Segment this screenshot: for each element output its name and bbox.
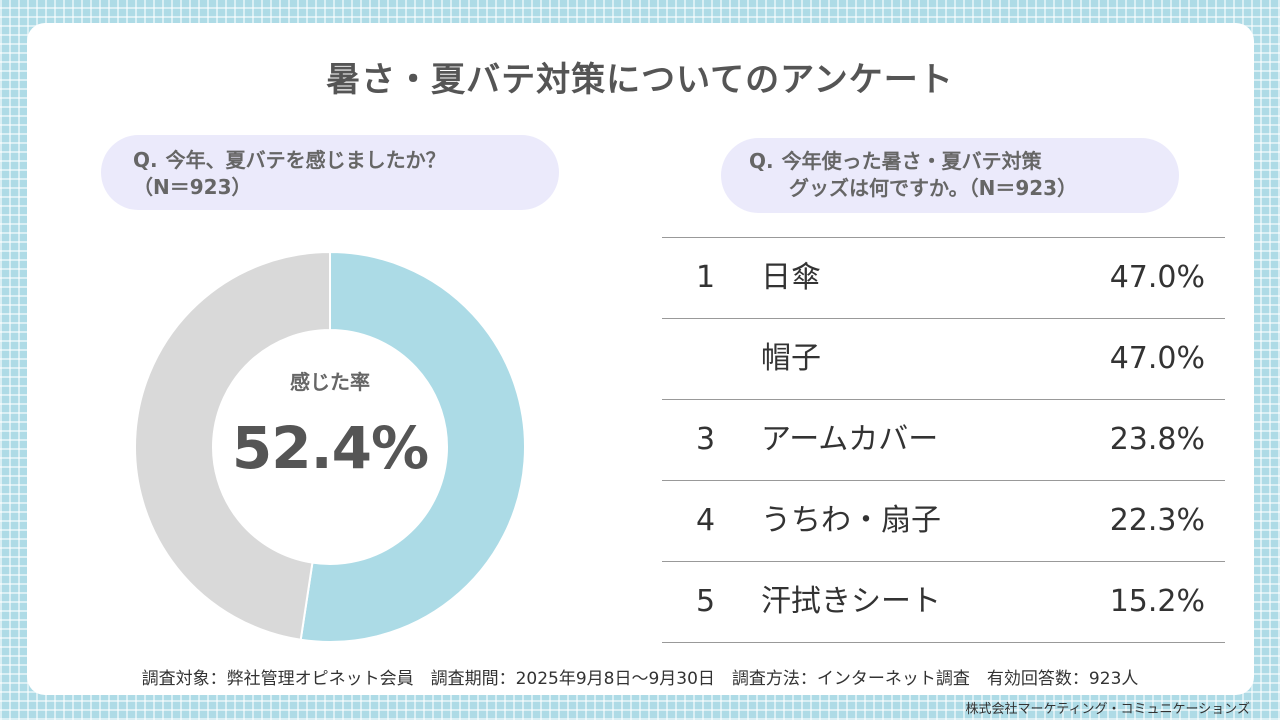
rank-percent: 23.8% xyxy=(1109,422,1205,457)
question-2-prefix: Q. xyxy=(749,149,774,173)
question-1-text: 今年、夏バテを感じましたか？ xyxy=(165,148,446,172)
table-row: 5 汗拭きシート 15.2% xyxy=(662,562,1225,643)
donut-chart xyxy=(135,252,525,642)
survey-footnote: 調査対象：弊社管理オピネット会員 調査期間：2025年9月8日～9月30日 調査… xyxy=(141,669,1139,689)
rank-item-name: 日傘 xyxy=(761,260,821,295)
rank-item-name: うちわ・扇子 xyxy=(761,503,941,538)
page-title: 暑さ・夏バテ対策についてのアンケート xyxy=(316,52,964,107)
question-1-n: （N＝923） xyxy=(133,175,252,199)
rank-item-name: アームカバー xyxy=(761,422,939,457)
table-row: 4 うちわ・扇子 22.3% xyxy=(662,481,1225,562)
donut-slice-1 xyxy=(299,252,525,642)
title-wrap: 暑さ・夏バテ対策についてのアンケート xyxy=(0,52,1280,107)
question-2-line1: Q. 今年使った暑さ・夏バテ対策 xyxy=(749,148,1179,175)
company-name: 株式会社マーケティング・コミュニケーションズ xyxy=(965,702,1250,717)
question-1-bubble: Q. 今年、夏バテを感じましたか？ （N＝923） xyxy=(101,135,559,210)
rank-number: 5 xyxy=(696,584,716,619)
question-2-text-line1: 今年使った暑さ・夏バテ対策 xyxy=(781,149,1042,173)
question-2-bubble: Q. 今年使った暑さ・夏バテ対策 グッズは何ですか。（N＝923） xyxy=(721,138,1179,213)
rank-percent: 47.0% xyxy=(1109,260,1205,295)
rank-number: 4 xyxy=(696,503,716,538)
rank-number: 3 xyxy=(696,422,716,457)
donut-center-value: 52.4% xyxy=(231,414,429,482)
table-row: 帽子 47.0% xyxy=(662,319,1225,400)
donut-slice-2 xyxy=(135,252,331,641)
question-1-line: Q. 今年、夏バテを感じましたか？ xyxy=(133,147,559,174)
rank-item-name: 汗拭きシート xyxy=(761,584,941,619)
question-2-text-line2: グッズは何ですか。（N＝923） xyxy=(789,176,1078,200)
rank-percent: 47.0% xyxy=(1109,341,1205,376)
rank-percent: 22.3% xyxy=(1109,503,1205,538)
donut-caption: 感じた率 xyxy=(290,370,370,394)
rank-item-name: 帽子 xyxy=(761,341,821,376)
table-row: 3 アームカバー 23.8% xyxy=(662,400,1225,481)
rank-number: 1 xyxy=(696,260,716,295)
table-row: 1 日傘 47.0% xyxy=(662,237,1225,319)
rank-percent: 15.2% xyxy=(1109,584,1205,619)
question-1-prefix: Q. xyxy=(133,148,158,172)
ranking-table: 1 日傘 47.0% 帽子 47.0% 3 アームカバー 23.8% 4 うちわ… xyxy=(662,237,1225,643)
